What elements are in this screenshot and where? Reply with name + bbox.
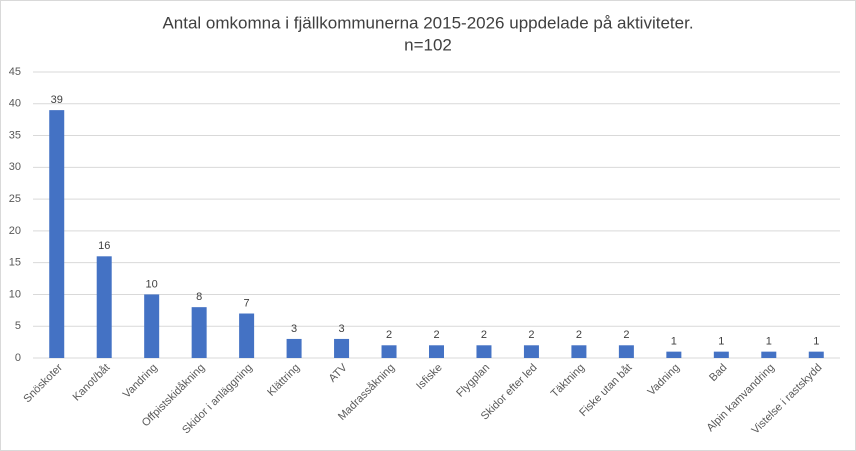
bar (286, 338, 302, 358)
y-tick-label: 5 (15, 320, 21, 332)
value-label: 2 (528, 329, 534, 341)
y-tick-label: 35 (9, 129, 21, 141)
y-tick-label: 30 (9, 161, 21, 173)
bar (666, 351, 682, 358)
bar (429, 345, 444, 358)
y-tick-label: 10 (9, 288, 21, 300)
bar (713, 351, 729, 358)
bar (239, 313, 255, 358)
y-tick-label: 20 (9, 225, 21, 237)
bar (523, 345, 539, 358)
value-label: 1 (813, 336, 819, 348)
value-label: 3 (291, 323, 297, 335)
bar (381, 345, 397, 358)
value-label: 1 (766, 336, 772, 348)
bar (191, 307, 207, 358)
value-label: 16 (98, 240, 110, 252)
value-label: 2 (481, 329, 487, 341)
y-tick-label: 40 (9, 98, 21, 110)
bar (49, 110, 65, 358)
y-tick-label: 45 (9, 66, 21, 78)
value-label: 39 (51, 94, 63, 106)
value-label: 1 (718, 336, 724, 348)
y-tick-label: 25 (9, 193, 21, 205)
bar (571, 345, 587, 358)
bar (618, 345, 634, 358)
value-label: 3 (338, 323, 344, 335)
value-label: 2 (433, 329, 439, 341)
y-tick-label: 0 (15, 352, 21, 364)
value-label: 10 (146, 278, 158, 290)
value-label: 2 (576, 329, 582, 341)
bar (334, 338, 350, 358)
value-label: 2 (623, 329, 629, 341)
chart-subtitle: n=102 (404, 35, 452, 54)
value-label: 7 (244, 297, 250, 309)
bar (476, 345, 492, 358)
bar (144, 294, 160, 358)
y-tick-label: 15 (9, 257, 21, 269)
bar (761, 351, 777, 358)
value-label: 8 (196, 291, 202, 303)
value-label: 2 (386, 329, 392, 341)
bar (96, 256, 112, 358)
chart-title: Antal omkomna i fjällkommunerna 2015-202… (162, 13, 693, 32)
bar (808, 351, 824, 358)
value-label: 1 (671, 336, 677, 348)
